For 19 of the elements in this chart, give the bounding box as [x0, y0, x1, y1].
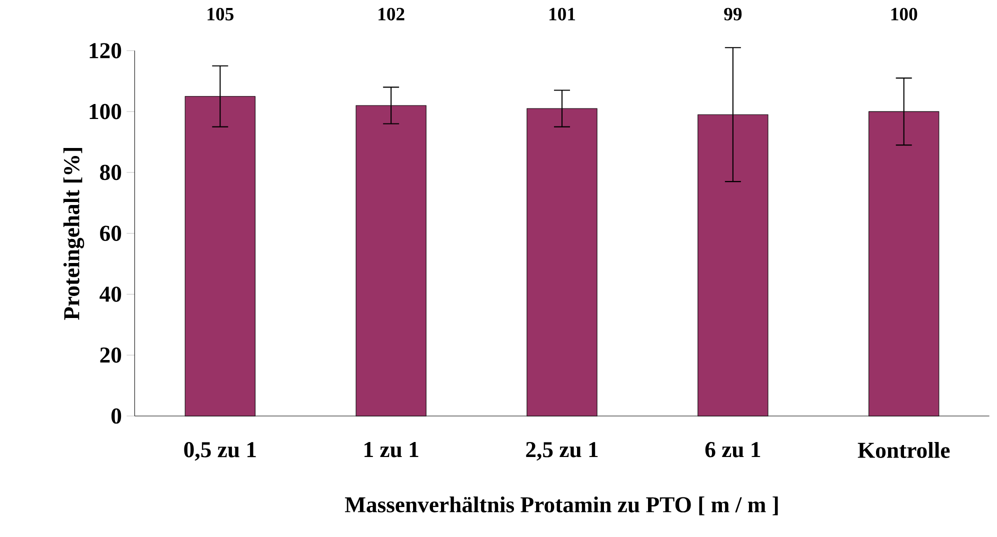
- y-tick-label: 80: [100, 164, 122, 180]
- y-tick-label: 120: [90, 43, 122, 58]
- y-tick-label: 40: [100, 286, 122, 302]
- x-tick-label: 2,5 zu 1: [526, 442, 598, 461]
- x-tick-label: Kontrolle: [858, 442, 950, 458]
- x-axis-title: Massenverhältnis Protamin zu PTO [ m / m ]: [344, 496, 778, 516]
- x-tick-label: 6 zu 1: [705, 442, 760, 458]
- data-label: 101: [550, 8, 576, 20]
- y-tick-label: 60: [100, 226, 122, 241]
- y-tick-label: 20: [100, 347, 122, 363]
- y-tick-label: 100: [90, 104, 122, 120]
- data-label: 105: [208, 8, 234, 20]
- data-label: 102: [378, 8, 404, 20]
- data-label: 100: [891, 8, 918, 20]
- y-axis-title: Proteingehalt [%]: [63, 148, 84, 320]
- data-label: 99: [724, 8, 742, 20]
- y-tick-label: 0: [111, 408, 122, 424]
- x-tick-label: 0,5 zu 1: [184, 442, 256, 461]
- x-tick-label: 1 zu 1: [364, 442, 418, 458]
